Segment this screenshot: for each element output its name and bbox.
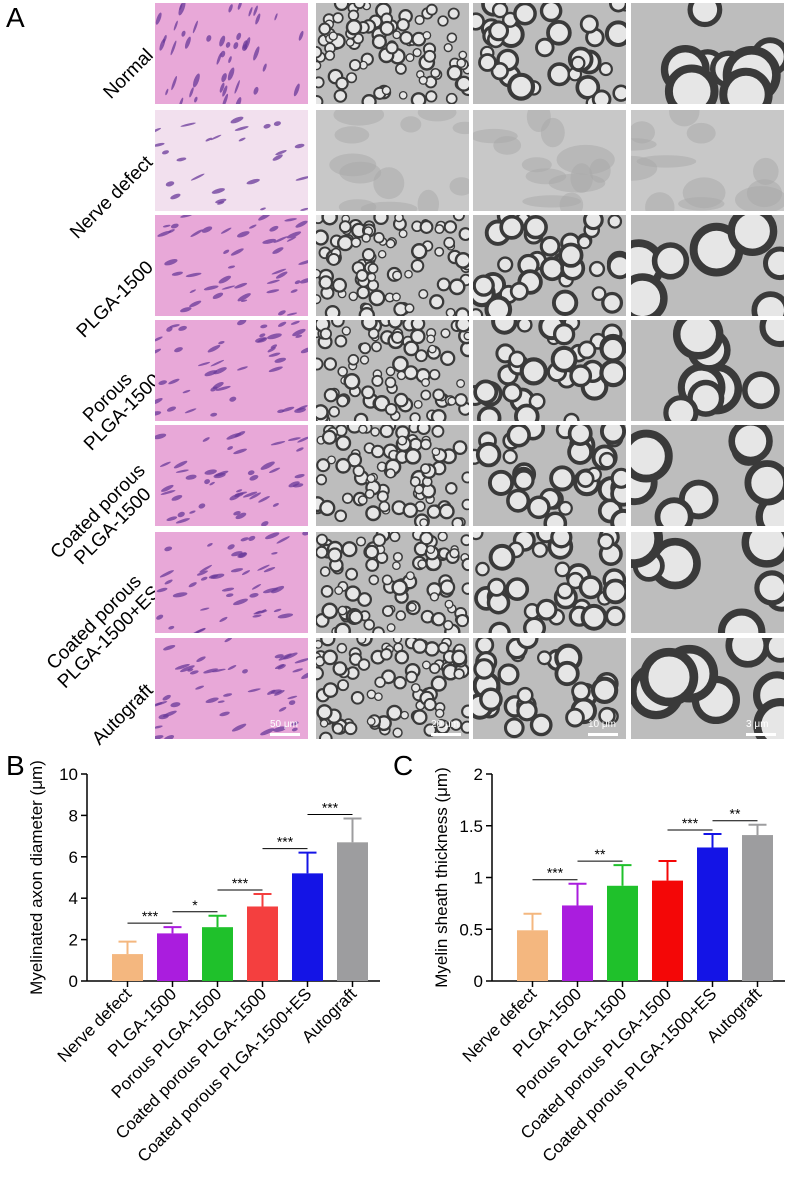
y-tick-label: 6 [69, 848, 78, 867]
tem-image [473, 532, 626, 633]
row-label-line: Autograft [88, 679, 158, 749]
he-stain-image [155, 215, 308, 316]
he-stain-image [155, 638, 308, 739]
tem-image [316, 215, 469, 316]
tem-image [316, 110, 469, 211]
scale-bar-label: 10 μm [588, 719, 616, 730]
bar [562, 905, 593, 981]
he-stain-image [155, 425, 308, 526]
scale-bar [431, 733, 461, 736]
y-axis-label: Myelinated axon diameter (μm) [27, 760, 46, 995]
y-tick-label: 8 [69, 806, 78, 825]
significance-label: ** [730, 806, 741, 822]
he-stain-image [155, 110, 308, 211]
row-label-text: PLGA-1500 [72, 257, 157, 342]
tem-image [316, 638, 469, 739]
tem-image [631, 215, 784, 316]
tem-image [631, 638, 784, 739]
row-label-line: Nerve defect [66, 151, 158, 243]
panel-letter-a: A [6, 2, 25, 33]
significance-label: *** [277, 834, 294, 850]
tem-image [473, 3, 626, 104]
row-label-text: Coated porous PLGA-1500+ES [39, 567, 165, 693]
scale-bar-label: 20 μm [431, 719, 459, 730]
y-tick-label: 2 [474, 765, 483, 784]
row-label-line: Normal [99, 44, 158, 103]
y-axis-label: Myelin sheath thickness (μm) [432, 767, 451, 987]
bar [607, 885, 638, 981]
scale-bar [588, 733, 618, 736]
significance-label: *** [232, 875, 249, 891]
y-tick-label: 4 [69, 889, 78, 908]
bar [292, 873, 323, 981]
panel-letter-c: C [393, 750, 414, 781]
bar [517, 930, 548, 981]
tem-image [316, 425, 469, 526]
tem-image [473, 215, 626, 316]
he-stain-image [155, 532, 308, 633]
y-tick-label: 1.5 [459, 817, 483, 836]
row-label-line: PLGA-1500 [72, 256, 158, 342]
row-label-text: Normal [99, 45, 157, 103]
row-label-text: Coated porous PLGA-1500 [47, 460, 165, 578]
bar [157, 933, 188, 981]
tem-image [631, 320, 784, 421]
scale-bar-label: 3 μm [746, 719, 769, 730]
bar [112, 954, 143, 981]
bar [202, 927, 233, 981]
tem-image [473, 638, 626, 739]
tem-image [473, 110, 626, 211]
significance-label: ** [595, 846, 606, 862]
scale-bar-label: 50 μm [270, 719, 298, 730]
scale-bar [270, 733, 300, 736]
tem-image [631, 3, 784, 104]
tem-image [316, 3, 469, 104]
tem-image [316, 320, 469, 421]
tem-image [631, 425, 784, 526]
scale-bar [746, 733, 776, 736]
y-tick-label: 0 [69, 972, 78, 991]
significance-label: *** [547, 865, 564, 881]
bar [742, 835, 773, 981]
y-tick-label: 0 [474, 972, 483, 991]
he-stain-image [155, 3, 308, 104]
y-tick-label: 0.5 [459, 920, 483, 939]
bar [652, 880, 683, 981]
tem-image [631, 532, 784, 633]
he-stain-image [155, 320, 308, 421]
bar [337, 842, 368, 981]
significance-label: * [192, 897, 198, 913]
row-label-text: Nerve defect [66, 152, 157, 243]
y-tick-label: 1 [474, 869, 483, 888]
significance-label: *** [142, 908, 159, 924]
y-tick-label: 10 [59, 765, 78, 784]
tem-image [631, 110, 784, 211]
significance-label: *** [682, 815, 699, 831]
bar [697, 847, 728, 981]
bar [247, 906, 278, 981]
significance-label: *** [322, 800, 339, 816]
y-tick-label: 2 [69, 931, 78, 950]
row-label-text: Porous PLGA-1500 [65, 355, 165, 454]
tem-image [473, 320, 626, 421]
panel-letter-b: B [6, 750, 25, 781]
row-label-text: Autograft [88, 680, 157, 749]
tem-image [473, 425, 626, 526]
tem-image [316, 532, 469, 633]
